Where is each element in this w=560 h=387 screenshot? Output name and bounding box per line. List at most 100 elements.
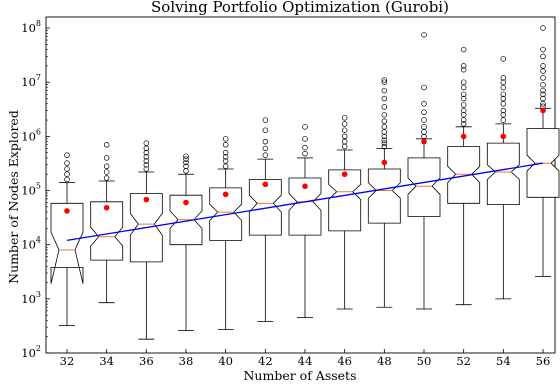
y-tick-label: 107 <box>21 73 41 89</box>
x-tick-label: 42 <box>258 354 273 368</box>
outlier-point <box>460 107 467 114</box>
mean-point <box>421 138 427 145</box>
outlier-point <box>341 138 348 145</box>
outlier-point <box>222 149 229 156</box>
x-tick-label: 52 <box>456 354 471 368</box>
box-group-56 <box>526 25 560 277</box>
y-tick-label: 104 <box>21 236 41 252</box>
outlier-point <box>421 124 427 130</box>
outlier-point <box>460 112 467 118</box>
outlier-point <box>64 166 70 172</box>
outlier-point <box>460 46 467 53</box>
mean-point <box>222 191 229 198</box>
box-group-42 <box>248 117 282 323</box>
outlier-point <box>103 175 110 181</box>
outlier-point <box>381 124 388 130</box>
outlier-point <box>143 161 150 168</box>
y-axis: 102 103 104 105 106 107 108 <box>21 19 50 360</box>
mean-point <box>262 181 269 188</box>
outlier-point <box>143 145 150 152</box>
outlier-point <box>302 144 308 151</box>
outlier-point <box>460 84 467 91</box>
outlier-point <box>341 133 348 140</box>
outlier-point <box>262 145 269 152</box>
outlier-point <box>183 168 189 174</box>
box <box>50 202 84 284</box>
x-tick-label: 54 <box>496 354 511 368</box>
outlier-point <box>500 75 507 81</box>
x-tick-label: 38 <box>179 354 194 368</box>
outlier-point <box>222 154 229 160</box>
outlier-point <box>222 142 229 148</box>
outlier-point <box>103 169 110 175</box>
x-axis: 32 34 36 38 40 42 44 46 48 50 52 54 56 <box>60 349 551 368</box>
y-axis-label: Number of Nodes Explored <box>6 110 21 284</box>
x-tick-label: 50 <box>417 354 432 368</box>
outlier-point <box>302 136 308 142</box>
outlier-point <box>421 133 427 140</box>
outlier-point <box>460 63 467 69</box>
outlier-point <box>540 101 546 107</box>
outlier-point <box>540 25 546 31</box>
outlier-point <box>381 77 388 83</box>
outlier-point <box>421 117 427 123</box>
mean-point <box>183 199 189 206</box>
outlier-point <box>540 81 546 88</box>
box-group-34 <box>90 142 124 304</box>
outlier-point <box>500 56 507 62</box>
y-tick-label: 102 <box>21 344 41 360</box>
outlier-point <box>460 79 467 85</box>
outlier-point <box>381 79 388 85</box>
outlier-point <box>540 75 546 81</box>
outlier-point <box>381 133 388 140</box>
outlier-point <box>381 118 388 125</box>
outlier-point <box>143 140 150 146</box>
x-tick-label: 36 <box>139 354 154 368</box>
outlier-point <box>540 68 546 74</box>
mean-point <box>540 107 546 114</box>
outlier-point <box>540 87 546 94</box>
outlier-point <box>143 166 150 172</box>
y-tick-label: 103 <box>21 290 41 306</box>
x-tick-label: 34 <box>99 354 114 368</box>
outlier-point <box>262 152 269 158</box>
outlier-point <box>540 63 546 69</box>
outlier-point <box>381 95 388 102</box>
outlier-point <box>381 87 388 94</box>
mean-point <box>500 133 507 140</box>
plot-area <box>45 16 560 354</box>
outlier-point <box>540 53 546 60</box>
outlier-point <box>460 91 467 97</box>
outlier-point <box>540 91 546 97</box>
box <box>288 177 322 236</box>
outlier-point <box>341 127 348 133</box>
outlier-point <box>262 117 269 123</box>
x-tick-label: 56 <box>536 354 551 368</box>
outlier-point <box>500 84 507 91</box>
mean-point <box>103 204 110 211</box>
box-group-44 <box>288 124 322 319</box>
outlier-point <box>460 121 467 127</box>
outlier-point <box>64 176 70 183</box>
x-tick-label: 48 <box>377 354 392 368</box>
outlier-point <box>460 102 467 108</box>
outlier-point <box>222 158 229 164</box>
box-group-54 <box>486 56 520 300</box>
box <box>328 169 362 232</box>
outlier-point <box>500 107 507 114</box>
outlier-point <box>421 129 427 135</box>
outlier-point <box>341 143 348 150</box>
outlier-point <box>421 109 427 115</box>
mean-point <box>302 183 308 190</box>
mean-point <box>143 196 150 203</box>
outlier-point <box>421 84 427 91</box>
outlier-point <box>381 143 388 150</box>
box <box>248 179 282 236</box>
outlier-point <box>183 156 189 162</box>
outlier-point <box>421 101 427 107</box>
x-tick-label: 40 <box>218 354 233 368</box>
outlier-point <box>262 138 269 145</box>
outlier-point <box>381 137 388 143</box>
outlier-point <box>500 95 507 102</box>
box <box>90 201 124 261</box>
